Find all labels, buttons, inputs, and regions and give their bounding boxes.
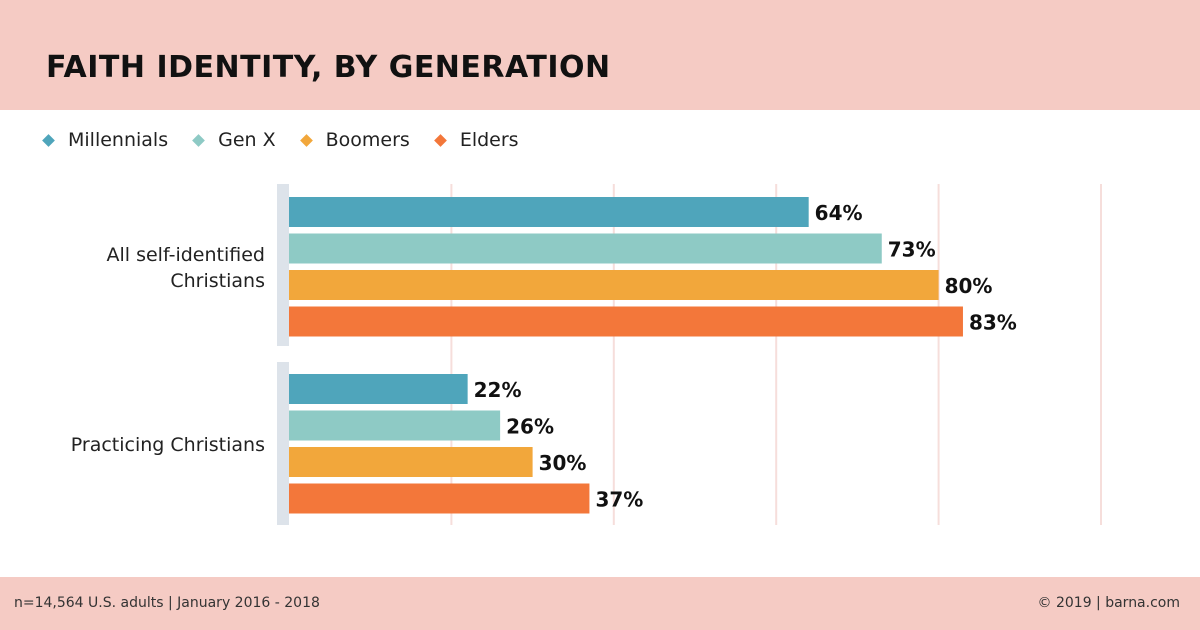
bar (289, 197, 809, 227)
category-label: Practicing Christians (71, 434, 265, 456)
sample-note: n=14,564 U.S. adults | January 2016 - 20… (14, 595, 320, 611)
bar (289, 270, 939, 300)
data-label: 30% (539, 451, 587, 475)
legend-label: Gen X (218, 129, 276, 151)
data-label: 37% (595, 488, 643, 512)
category-label: All self-identified Christians (107, 244, 266, 292)
bar (289, 306, 963, 337)
legend-label: Elders (459, 129, 519, 151)
bar (289, 233, 882, 264)
bar (289, 410, 501, 441)
data-label: 22% (474, 378, 522, 402)
bar (289, 483, 590, 514)
legend-item-elders: Elders (433, 129, 519, 151)
legend-item-millennials: Millennials (42, 129, 169, 151)
copyright: © 2019 | barna.com (1037, 595, 1180, 611)
chart-title: FAITH IDENTITY, BY GENERATION (46, 50, 611, 85)
axis-segment (277, 362, 289, 525)
legend-label: Boomers (325, 129, 410, 151)
data-label: 80% (945, 274, 993, 298)
legend: Millennials Gen X Boomers Elders (42, 128, 545, 152)
legend-item-boomers: Boomers (299, 129, 410, 151)
footer-band: n=14,564 U.S. adults | January 2016 - 20… (0, 577, 1200, 630)
data-label: 64% (815, 201, 863, 225)
legend-label: Millennials (68, 129, 169, 151)
legend-item-gen-x: Gen X (192, 129, 276, 151)
axis-segment (277, 184, 289, 346)
bar (289, 447, 533, 477)
bar (289, 374, 468, 404)
header-band: FAITH IDENTITY, BY GENERATION (0, 0, 1200, 110)
data-label: 83% (969, 311, 1017, 335)
data-label: 26% (506, 415, 554, 439)
data-label: 73% (888, 238, 936, 262)
